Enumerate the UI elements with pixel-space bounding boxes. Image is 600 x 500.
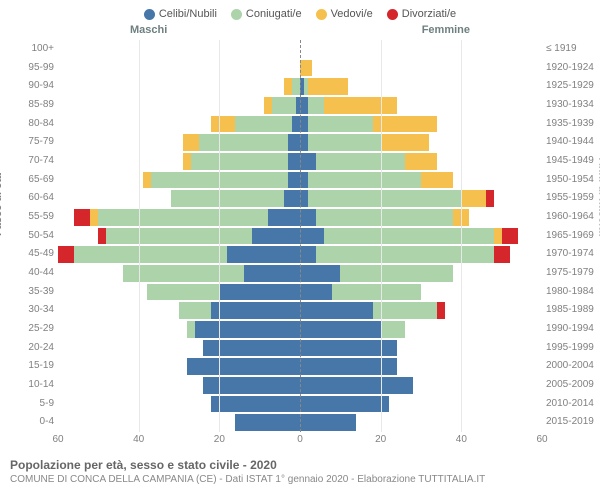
chart-area: Fasce di età 100+95-9990-9485-8980-8475-… <box>0 40 600 432</box>
bar-row-female <box>300 395 542 414</box>
male-side <box>58 40 300 432</box>
bar-row-female <box>300 40 542 59</box>
bar-row-female <box>300 133 542 152</box>
bar-row-male <box>58 245 300 264</box>
legend-item: Celibi/Nubili <box>144 8 217 20</box>
gender-headers: Maschi Femmine <box>0 24 600 40</box>
bar-row-male <box>58 301 300 320</box>
bar-row-male <box>58 115 300 134</box>
bar-row-female <box>300 376 542 395</box>
female-header: Femmine <box>422 24 470 36</box>
bar-row-female <box>300 413 542 432</box>
legend-item: Divorziati/e <box>387 8 456 20</box>
chart-caption: Popolazione per età, sesso e stato civil… <box>0 448 600 472</box>
bar-row-male <box>58 77 300 96</box>
bar-row-male <box>58 189 300 208</box>
bar-row-male <box>58 227 300 246</box>
bar-row-female <box>300 357 542 376</box>
bar-row-male <box>58 283 300 302</box>
bar-row-female <box>300 96 542 115</box>
bar-row-male <box>58 413 300 432</box>
legend-item: Coniugati/e <box>231 8 302 20</box>
plot-area <box>58 40 542 432</box>
bar-row-female <box>300 264 542 283</box>
bar-row-male <box>58 40 300 59</box>
bar-row-female <box>300 189 542 208</box>
birth-axis: ≤ 19191920-19241925-19291930-19341935-19… <box>542 40 596 432</box>
bar-row-male <box>58 395 300 414</box>
chart-subcaption: COMUNE DI CONCA DELLA CAMPANIA (CE) - Da… <box>0 472 600 487</box>
bar-row-male <box>58 264 300 283</box>
bar-row-female <box>300 301 542 320</box>
bar-row-female <box>300 227 542 246</box>
bar-row-male <box>58 339 300 358</box>
bar-row-female <box>300 77 542 96</box>
bar-row-female <box>300 152 542 171</box>
bar-row-female <box>300 245 542 264</box>
bar-row-female <box>300 339 542 358</box>
bar-row-male <box>58 320 300 339</box>
left-axis-title: Fasce di età <box>0 173 4 236</box>
bar-row-female <box>300 59 542 78</box>
bar-row-male <box>58 208 300 227</box>
legend-item: Vedovi/e <box>316 8 373 20</box>
bar-row-male <box>58 152 300 171</box>
bar-row-female <box>300 171 542 190</box>
bar-row-male <box>58 357 300 376</box>
bar-row-female <box>300 283 542 302</box>
age-axis: 100+95-9990-9485-8980-8475-7970-7465-696… <box>4 40 58 432</box>
male-header: Maschi <box>130 24 167 36</box>
female-side <box>300 40 542 432</box>
bar-row-male <box>58 376 300 395</box>
center-line <box>300 40 301 432</box>
x-axis: 6040200204060 <box>0 434 600 448</box>
bar-row-male <box>58 171 300 190</box>
bar-row-female <box>300 320 542 339</box>
right-axis-title: Anni di nascita <box>596 158 600 236</box>
bar-row-female <box>300 115 542 134</box>
bar-row-female <box>300 208 542 227</box>
legend: Celibi/Nubili Coniugati/e Vedovi/e Divorzia… <box>0 0 600 24</box>
bar-row-male <box>58 96 300 115</box>
bar-row-male <box>58 133 300 152</box>
bar-row-male <box>58 59 300 78</box>
